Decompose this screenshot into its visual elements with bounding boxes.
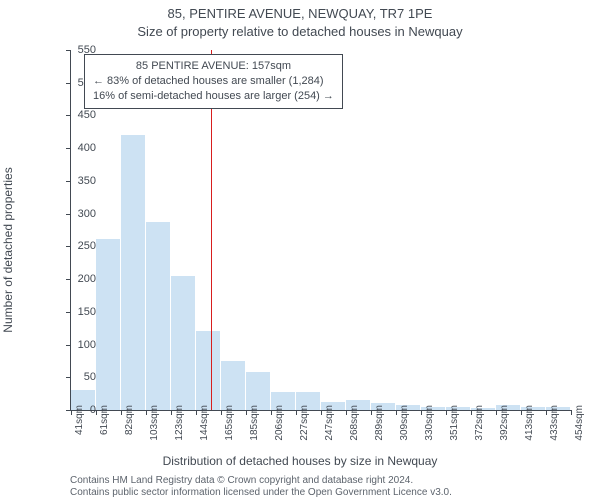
y-axis-label: Number of detached properties: [1, 167, 15, 332]
x-tick-label: 82sqm: [124, 405, 135, 435]
y-tick-label: 0: [90, 404, 96, 416]
y-tick-mark: [66, 377, 71, 378]
histogram-bar: [196, 331, 220, 410]
x-tick-label: 185sqm: [249, 405, 260, 441]
y-tick-mark: [66, 181, 71, 182]
histogram-bar: [121, 135, 145, 410]
annotation-box: 85 PENTIRE AVENUE: 157sqm ← 83% of detac…: [84, 54, 343, 109]
y-tick-mark: [66, 115, 71, 116]
x-tick-label: 433sqm: [549, 405, 560, 441]
x-axis-label: Distribution of detached houses by size …: [0, 454, 600, 468]
y-tick-label: 250: [78, 240, 96, 252]
x-tick-mark: [546, 410, 547, 415]
y-tick-mark: [66, 345, 71, 346]
x-tick-mark: [246, 410, 247, 415]
x-tick-mark: [221, 410, 222, 415]
x-tick-mark: [421, 410, 422, 415]
x-tick-mark: [446, 410, 447, 415]
x-tick-label: 372sqm: [474, 405, 485, 441]
histogram-bar: [96, 239, 120, 410]
y-tick-mark: [66, 246, 71, 247]
x-tick-mark: [346, 410, 347, 415]
y-tick-mark: [66, 50, 71, 51]
x-tick-label: 309sqm: [399, 405, 410, 441]
x-tick-label: 61sqm: [99, 405, 110, 435]
x-tick-label: 330sqm: [424, 405, 435, 441]
x-tick-mark: [296, 410, 297, 415]
x-tick-label: 351sqm: [449, 405, 460, 441]
x-tick-label: 247sqm: [324, 405, 335, 441]
y-tick-mark: [66, 312, 71, 313]
y-tick-label: 100: [78, 339, 96, 351]
chart-title: 85, PENTIRE AVENUE, NEWQUAY, TR7 1PE: [0, 6, 600, 21]
y-tick-label: 200: [78, 273, 96, 285]
x-tick-label: 392sqm: [499, 405, 510, 441]
x-tick-mark: [571, 410, 572, 415]
x-tick-label: 103sqm: [149, 405, 160, 441]
x-tick-label: 289sqm: [374, 405, 385, 441]
annotation-line2: ← 83% of detached houses are smaller (1,…: [93, 74, 334, 89]
x-tick-mark: [71, 410, 72, 415]
x-tick-mark: [121, 410, 122, 415]
x-tick-mark: [146, 410, 147, 415]
x-tick-mark: [321, 410, 322, 415]
y-tick-mark: [66, 279, 71, 280]
y-tick-label: 400: [78, 142, 96, 154]
x-tick-label: 165sqm: [224, 405, 235, 441]
x-tick-mark: [396, 410, 397, 415]
x-tick-label: 123sqm: [174, 405, 185, 441]
x-tick-mark: [496, 410, 497, 415]
x-tick-label: 144sqm: [199, 405, 210, 441]
histogram-bar: [221, 361, 245, 410]
x-tick-label: 206sqm: [274, 405, 285, 441]
footer-line2: Contains public sector information licen…: [70, 487, 452, 498]
y-tick-mark: [66, 148, 71, 149]
x-tick-mark: [271, 410, 272, 415]
x-tick-label: 413sqm: [524, 405, 535, 441]
histogram-bar: [146, 222, 170, 411]
x-tick-mark: [171, 410, 172, 415]
x-tick-label: 454sqm: [574, 405, 585, 441]
y-tick-mark: [66, 214, 71, 215]
footer-line1: Contains HM Land Registry data © Crown c…: [70, 475, 413, 486]
y-tick-label: 150: [78, 306, 96, 318]
x-tick-label: 41sqm: [74, 405, 85, 435]
chart-container: 85, PENTIRE AVENUE, NEWQUAY, TR7 1PE Siz…: [0, 0, 600, 500]
x-tick-mark: [196, 410, 197, 415]
annotation-line1: 85 PENTIRE AVENUE: 157sqm: [93, 59, 334, 74]
x-tick-mark: [471, 410, 472, 415]
chart-subtitle: Size of property relative to detached ho…: [0, 24, 600, 39]
x-tick-label: 268sqm: [349, 405, 360, 441]
y-tick-label: 450: [78, 109, 96, 121]
y-tick-mark: [66, 83, 71, 84]
y-tick-label: 50: [84, 371, 96, 383]
x-tick-label: 227sqm: [299, 405, 310, 441]
x-tick-mark: [521, 410, 522, 415]
y-tick-label: 300: [78, 208, 96, 220]
y-tick-label: 350: [78, 175, 96, 187]
annotation-line3: 16% of semi-detached houses are larger (…: [93, 89, 334, 104]
x-tick-mark: [371, 410, 372, 415]
x-tick-mark: [96, 410, 97, 415]
histogram-bar: [171, 276, 195, 410]
